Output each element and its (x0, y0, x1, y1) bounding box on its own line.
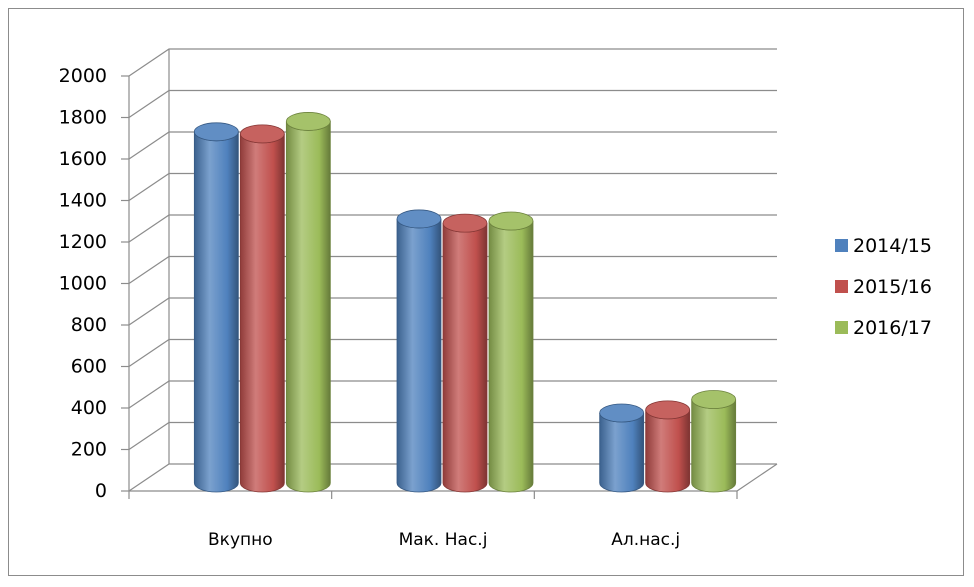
legend-label: 2016/17 (853, 317, 932, 339)
x-category-label: Ал.нас.ј (611, 530, 680, 550)
bar (285, 121, 331, 493)
chart-frame: 0 200 400 600 800 1000 1200 1400 1600 1800 2000 Вк… (8, 8, 964, 576)
x-axis-categories: Вкупно Мак. Нас.ј Ал.нас.ј (128, 491, 738, 550)
bar-cap (239, 124, 285, 144)
legend-swatch (835, 321, 848, 334)
gridline (128, 380, 777, 409)
bar (239, 133, 285, 493)
bar-cap (442, 213, 488, 233)
gridline (128, 131, 777, 160)
gridline (128, 172, 777, 201)
bars (193, 112, 737, 493)
bar-cap (691, 390, 737, 409)
bar-cap (285, 112, 331, 131)
bar-cap (193, 122, 239, 142)
bar-cap (396, 209, 442, 229)
legend-swatch (835, 280, 848, 293)
legend-swatch (835, 239, 848, 252)
gridline (128, 421, 777, 450)
gridline (128, 214, 777, 243)
bar (442, 223, 488, 493)
gridline (128, 338, 777, 367)
y-tick-label: 200 (71, 439, 107, 461)
bar (488, 220, 534, 493)
bar (599, 412, 645, 493)
y-tick-label: 1600 (59, 148, 107, 170)
gridline (128, 89, 777, 118)
bar (396, 218, 442, 493)
bar (645, 409, 691, 493)
legend-label: 2015/16 (853, 276, 932, 298)
bar-chart: 0 200 400 600 800 1000 1200 1400 1600 1800 2000 Вк… (59, 48, 932, 550)
gridline (128, 463, 777, 492)
y-tick-label: 800 (71, 314, 107, 336)
bar-cap (599, 403, 645, 423)
y-tick-label: 600 (71, 356, 107, 378)
y-axis-ticks: 0 200 400 600 800 1000 1200 1400 1600 1800 2000 (59, 65, 129, 502)
gridline (128, 255, 777, 284)
legend: 2014/15 2015/16 2016/17 (835, 235, 932, 339)
gridline (128, 48, 777, 77)
y-tick-label: 1800 (59, 107, 107, 129)
y-tick-label: 2000 (59, 65, 107, 87)
y-tick-label: 1400 (59, 190, 107, 212)
x-category-label: Мак. Нас.ј (399, 530, 488, 550)
gridlines (128, 48, 777, 492)
gridline (128, 297, 777, 326)
y-tick-label: 1200 (59, 231, 107, 253)
y-tick-label: 0 (95, 480, 107, 502)
bar (193, 131, 239, 493)
bar-cap (488, 211, 534, 231)
x-category-label: Вкупно (208, 530, 273, 550)
y-tick-label: 400 (71, 397, 107, 419)
bar (691, 399, 737, 493)
legend-label: 2014/15 (853, 235, 932, 257)
y-tick-label: 1000 (59, 273, 107, 295)
bar-cap (645, 400, 691, 420)
